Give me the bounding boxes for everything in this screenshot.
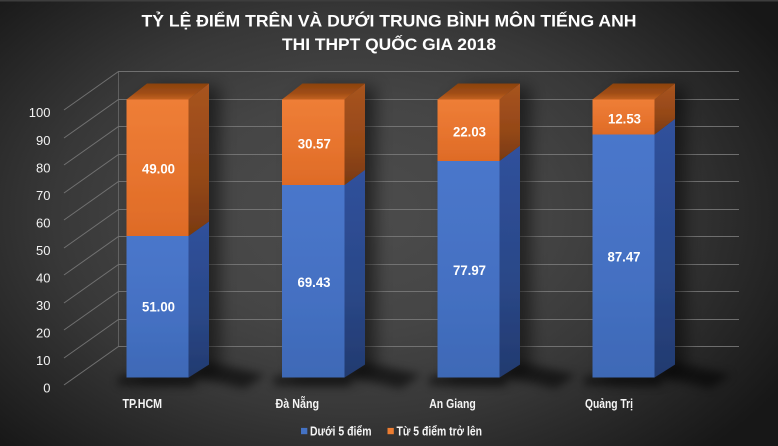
svg-text:30: 30 — [36, 298, 50, 313]
svg-text:77.97: 77.97 — [453, 262, 486, 278]
svg-text:40: 40 — [36, 271, 50, 286]
svg-text:50: 50 — [36, 243, 50, 258]
svg-text:100: 100 — [29, 105, 51, 120]
svg-text:30.57: 30.57 — [298, 136, 331, 152]
svg-text:Quảng Trị: Quảng Trị — [585, 397, 633, 411]
svg-text:70: 70 — [36, 188, 50, 203]
svg-text:10: 10 — [36, 353, 50, 368]
svg-text:TỶ LỆ ĐIỂM TRÊN VÀ DƯỚI TRUNG: TỶ LỆ ĐIỂM TRÊN VÀ DƯỚI TRUNG BÌNH MÔN T… — [142, 12, 637, 31]
svg-text:90: 90 — [36, 133, 50, 148]
svg-text:69.43: 69.43 — [298, 274, 331, 290]
svg-text:51.00: 51.00 — [142, 299, 175, 315]
svg-text:0: 0 — [43, 381, 50, 396]
svg-text:60: 60 — [36, 215, 50, 230]
svg-text:Đà Nẵng: Đà Nẵng — [276, 396, 320, 411]
svg-text:TP.HCM: TP.HCM — [123, 397, 163, 411]
svg-text:80: 80 — [36, 160, 50, 175]
svg-text:49.00: 49.00 — [142, 161, 175, 177]
svg-text:Dưới 5 điểm: Dưới 5 điểm — [310, 425, 372, 439]
svg-text:22.03: 22.03 — [453, 124, 486, 140]
svg-text:Từ 5 điểm trở lên: Từ 5 điểm trở lên — [397, 425, 483, 439]
svg-text:An Giang: An Giang — [429, 397, 476, 411]
svg-text:THI THPT QUỐC GIA 2018: THI THPT QUỐC GIA 2018 — [282, 34, 496, 54]
svg-text:12.53: 12.53 — [608, 111, 641, 127]
svg-text:87.47: 87.47 — [608, 248, 641, 264]
svg-text:20: 20 — [36, 326, 50, 341]
